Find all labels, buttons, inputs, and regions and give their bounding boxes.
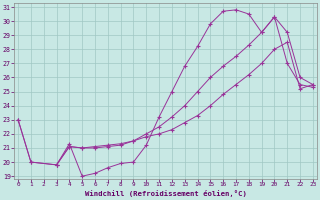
X-axis label: Windchill (Refroidissement éolien,°C): Windchill (Refroidissement éolien,°C) <box>84 190 246 197</box>
